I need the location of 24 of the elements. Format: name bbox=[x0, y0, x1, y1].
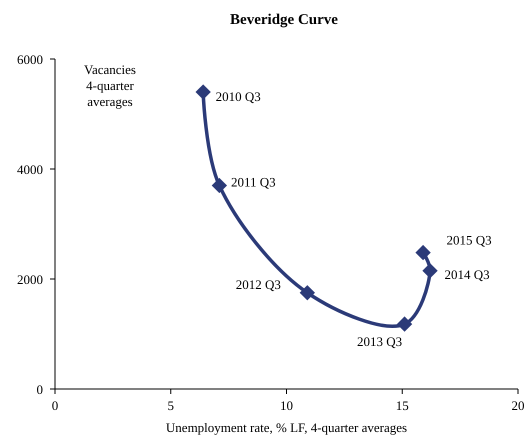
annotation: 2015 Q3 bbox=[446, 232, 492, 248]
x-tick-label: 10 bbox=[280, 398, 293, 413]
y-axis-title: Vacancies 4-quarter averages bbox=[84, 62, 136, 109]
y-tick-label: 0 bbox=[36, 382, 43, 397]
annotation: 2014 Q3 bbox=[444, 266, 490, 282]
annotation: 2010 Q3 bbox=[216, 89, 261, 104]
y-tick-label: 2000 bbox=[17, 272, 43, 287]
x-tick-label: 0 bbox=[52, 398, 58, 413]
point bbox=[195, 84, 211, 100]
y-tick-label: 4000 bbox=[17, 162, 43, 177]
x-tick-label: 15 bbox=[396, 398, 409, 413]
chart-title: Beveridge Curve bbox=[230, 12, 338, 28]
annotation: 2012 Q3 bbox=[236, 276, 281, 292]
point bbox=[422, 263, 438, 278]
point bbox=[415, 244, 431, 260]
annotation: 2013 Q3 bbox=[356, 334, 402, 350]
x-tick-label: 5 bbox=[168, 398, 174, 413]
point bbox=[396, 316, 412, 332]
x-axis-title: Unemployment rate, % LF, 4-quarter averages bbox=[166, 420, 408, 435]
point bbox=[300, 285, 316, 300]
x-tick-label: 20 bbox=[512, 398, 524, 413]
point bbox=[212, 178, 228, 194]
y-tick-label: 6000 bbox=[17, 52, 43, 67]
annotation: 2011 Q3 bbox=[231, 174, 276, 190]
